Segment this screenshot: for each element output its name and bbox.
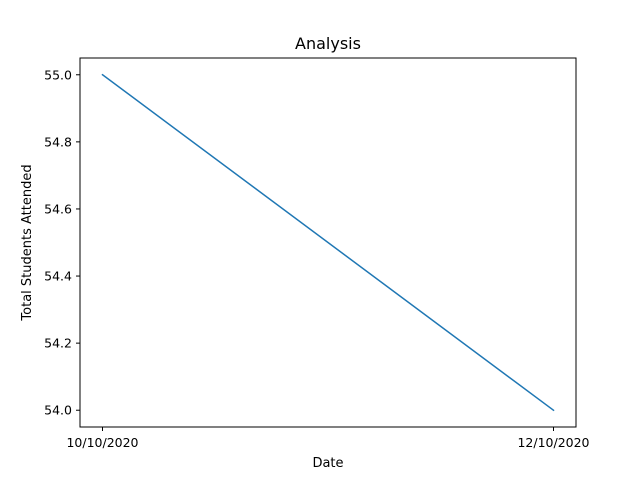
x-axis: 10/10/2020 12/10/2020 <box>66 427 590 450</box>
y-tick-label: 54.6 <box>44 201 72 216</box>
series-line <box>101 73 555 412</box>
y-tick-label: 54.4 <box>44 269 72 284</box>
x-tick-label: 12/10/2020 <box>517 435 589 450</box>
series-layer <box>101 73 555 412</box>
y-tick-label: 55.0 <box>44 67 72 82</box>
y-tick-label: 54.2 <box>44 336 72 351</box>
y-axis: 54.0 54.2 54.4 54.6 54.8 55.0 <box>44 67 80 418</box>
plot-frame <box>79 57 577 428</box>
y-axis-label: Total Students Attended <box>20 164 35 321</box>
y-tick-label: 54.8 <box>44 134 72 149</box>
y-tick-label: 54.0 <box>44 403 72 418</box>
x-tick-label: 10/10/2020 <box>66 435 138 450</box>
x-axis-label: Date <box>312 456 343 471</box>
chart-title: Analysis <box>295 34 361 53</box>
